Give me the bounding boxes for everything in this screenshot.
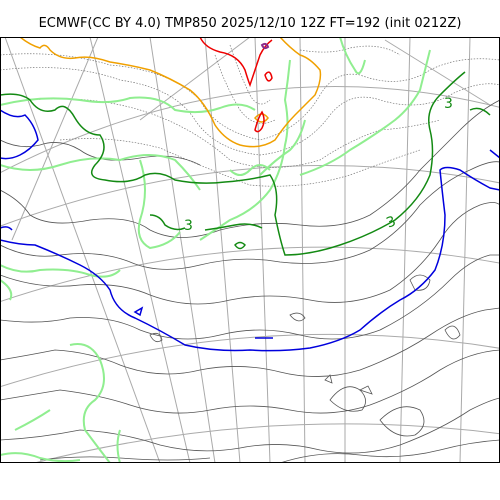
contour-label-3-right: 3: [384, 213, 398, 231]
map-title: ECMWF(CC BY 4.0) TMP850 2025/12/10 12Z F…: [38, 16, 462, 31]
blue-contours: [0, 109, 500, 352]
dark-green-contours: [0, 71, 491, 256]
purple-contours: [260, 42, 270, 50]
light-green-contours: [0, 37, 431, 463]
red-contours: [199, 37, 273, 133]
contour-label-3-left: 3: [184, 218, 193, 234]
orange-contours: [19, 37, 322, 148]
graticule-lines: [0, 37, 500, 463]
gray-contours: [0, 99, 500, 463]
contour-label-3-top-right: 3: [444, 96, 453, 112]
contour-labels: 3 3 3: [184, 96, 453, 234]
dotted-contours: [0, 44, 500, 187]
